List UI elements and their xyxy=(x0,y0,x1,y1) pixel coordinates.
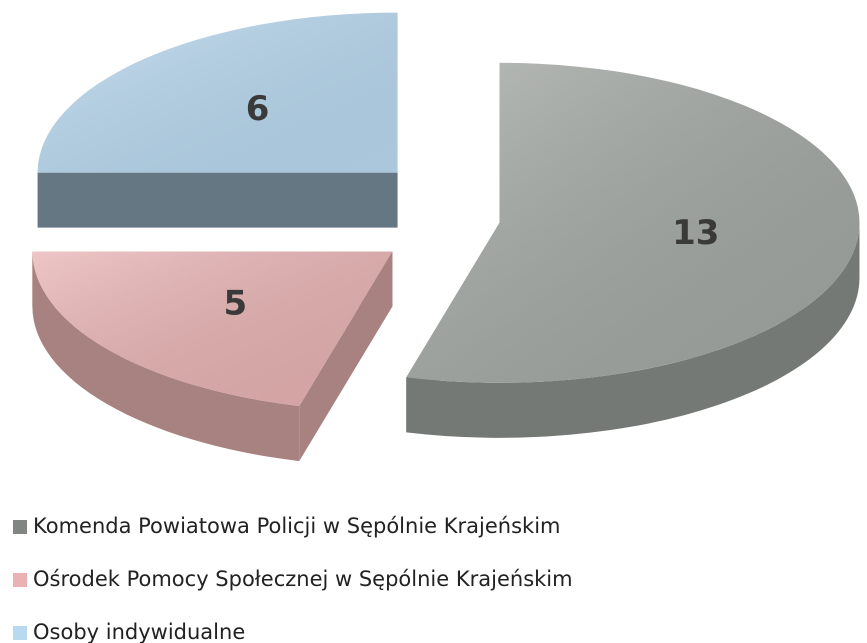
slice-shade xyxy=(32,251,393,407)
legend-label: Komenda Powiatowa Policji w Sępólnie Kra… xyxy=(33,514,560,538)
slice-wall xyxy=(406,222,860,438)
data-label: 6 xyxy=(246,89,270,129)
slice-side xyxy=(37,172,398,228)
legend: Komenda Powiatowa Policji w Sępólnie Kra… xyxy=(13,514,573,643)
legend-swatch xyxy=(13,573,27,587)
legend-swatch xyxy=(13,520,27,534)
slice-wall xyxy=(32,251,300,462)
data-label: 13 xyxy=(672,213,719,253)
pie: 6 13 5 xyxy=(32,12,860,462)
data-label: 5 xyxy=(223,284,247,324)
legend-label: Osoby indywidualne xyxy=(33,620,245,643)
slice-shade xyxy=(37,12,398,173)
legend-label: Ośrodek Pomocy Społecznej w Sępólnie Kra… xyxy=(33,567,573,591)
legend-swatch xyxy=(13,626,27,640)
slice-shade xyxy=(406,62,860,383)
